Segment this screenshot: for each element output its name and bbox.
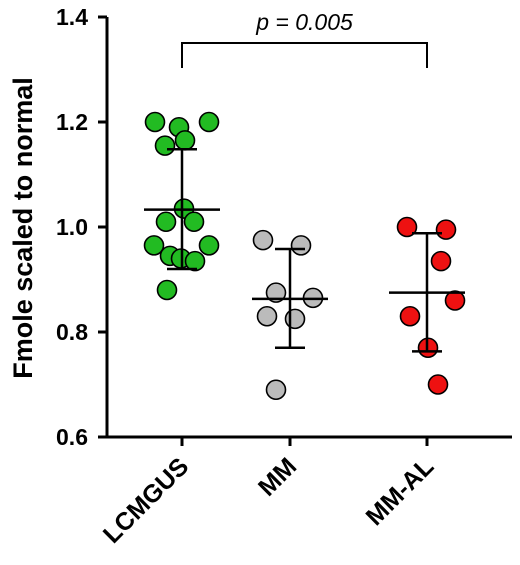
- data-point: [396, 216, 418, 238]
- y-tick-label: 1.2: [56, 109, 88, 135]
- data-point: [435, 219, 457, 240]
- data-point: [143, 235, 165, 256]
- y-tick-label: 0.6: [56, 424, 88, 450]
- p-value-label: p = 0.005: [255, 9, 353, 35]
- bracket-line: [181, 42, 428, 68]
- group-mm-al: [389, 216, 466, 395]
- data-point: [155, 211, 177, 233]
- data-point: [430, 250, 452, 272]
- data-point: [144, 111, 166, 133]
- data-point: [427, 374, 449, 395]
- data-point: [154, 135, 176, 156]
- y-axis-label: Fmole scaled to normal: [8, 77, 38, 379]
- x-category-label: LCMGUS: [98, 452, 194, 548]
- data-point: [174, 130, 196, 151]
- group-mm: [252, 229, 328, 401]
- y-ticks: 0.6 0.8 1.0 1.2 1.4: [56, 4, 107, 450]
- significance-bracket: p = 0.005: [181, 9, 428, 68]
- data-point: [184, 250, 206, 272]
- data-point: [156, 279, 178, 301]
- data-point: [198, 235, 220, 256]
- group-lcmgus: [143, 111, 220, 301]
- y-tick-label: 1.4: [56, 4, 88, 30]
- x-category-label: MM: [253, 452, 302, 501]
- data-point: [265, 379, 287, 401]
- y-tick-label: 1.0: [56, 214, 88, 240]
- data-groups: [143, 111, 466, 401]
- data-point: [284, 308, 306, 330]
- data-point: [290, 235, 312, 256]
- x-ticks: LCMGUS MM MM-AL: [98, 437, 439, 549]
- data-point: [183, 211, 205, 233]
- y-tick-label: 0.8: [56, 319, 88, 345]
- data-point: [252, 229, 274, 251]
- data-point: [256, 305, 278, 327]
- x-category-label: MM-AL: [361, 452, 440, 531]
- data-point: [444, 290, 466, 311]
- data-point: [265, 282, 287, 303]
- data-point: [399, 305, 421, 327]
- data-point: [198, 111, 220, 133]
